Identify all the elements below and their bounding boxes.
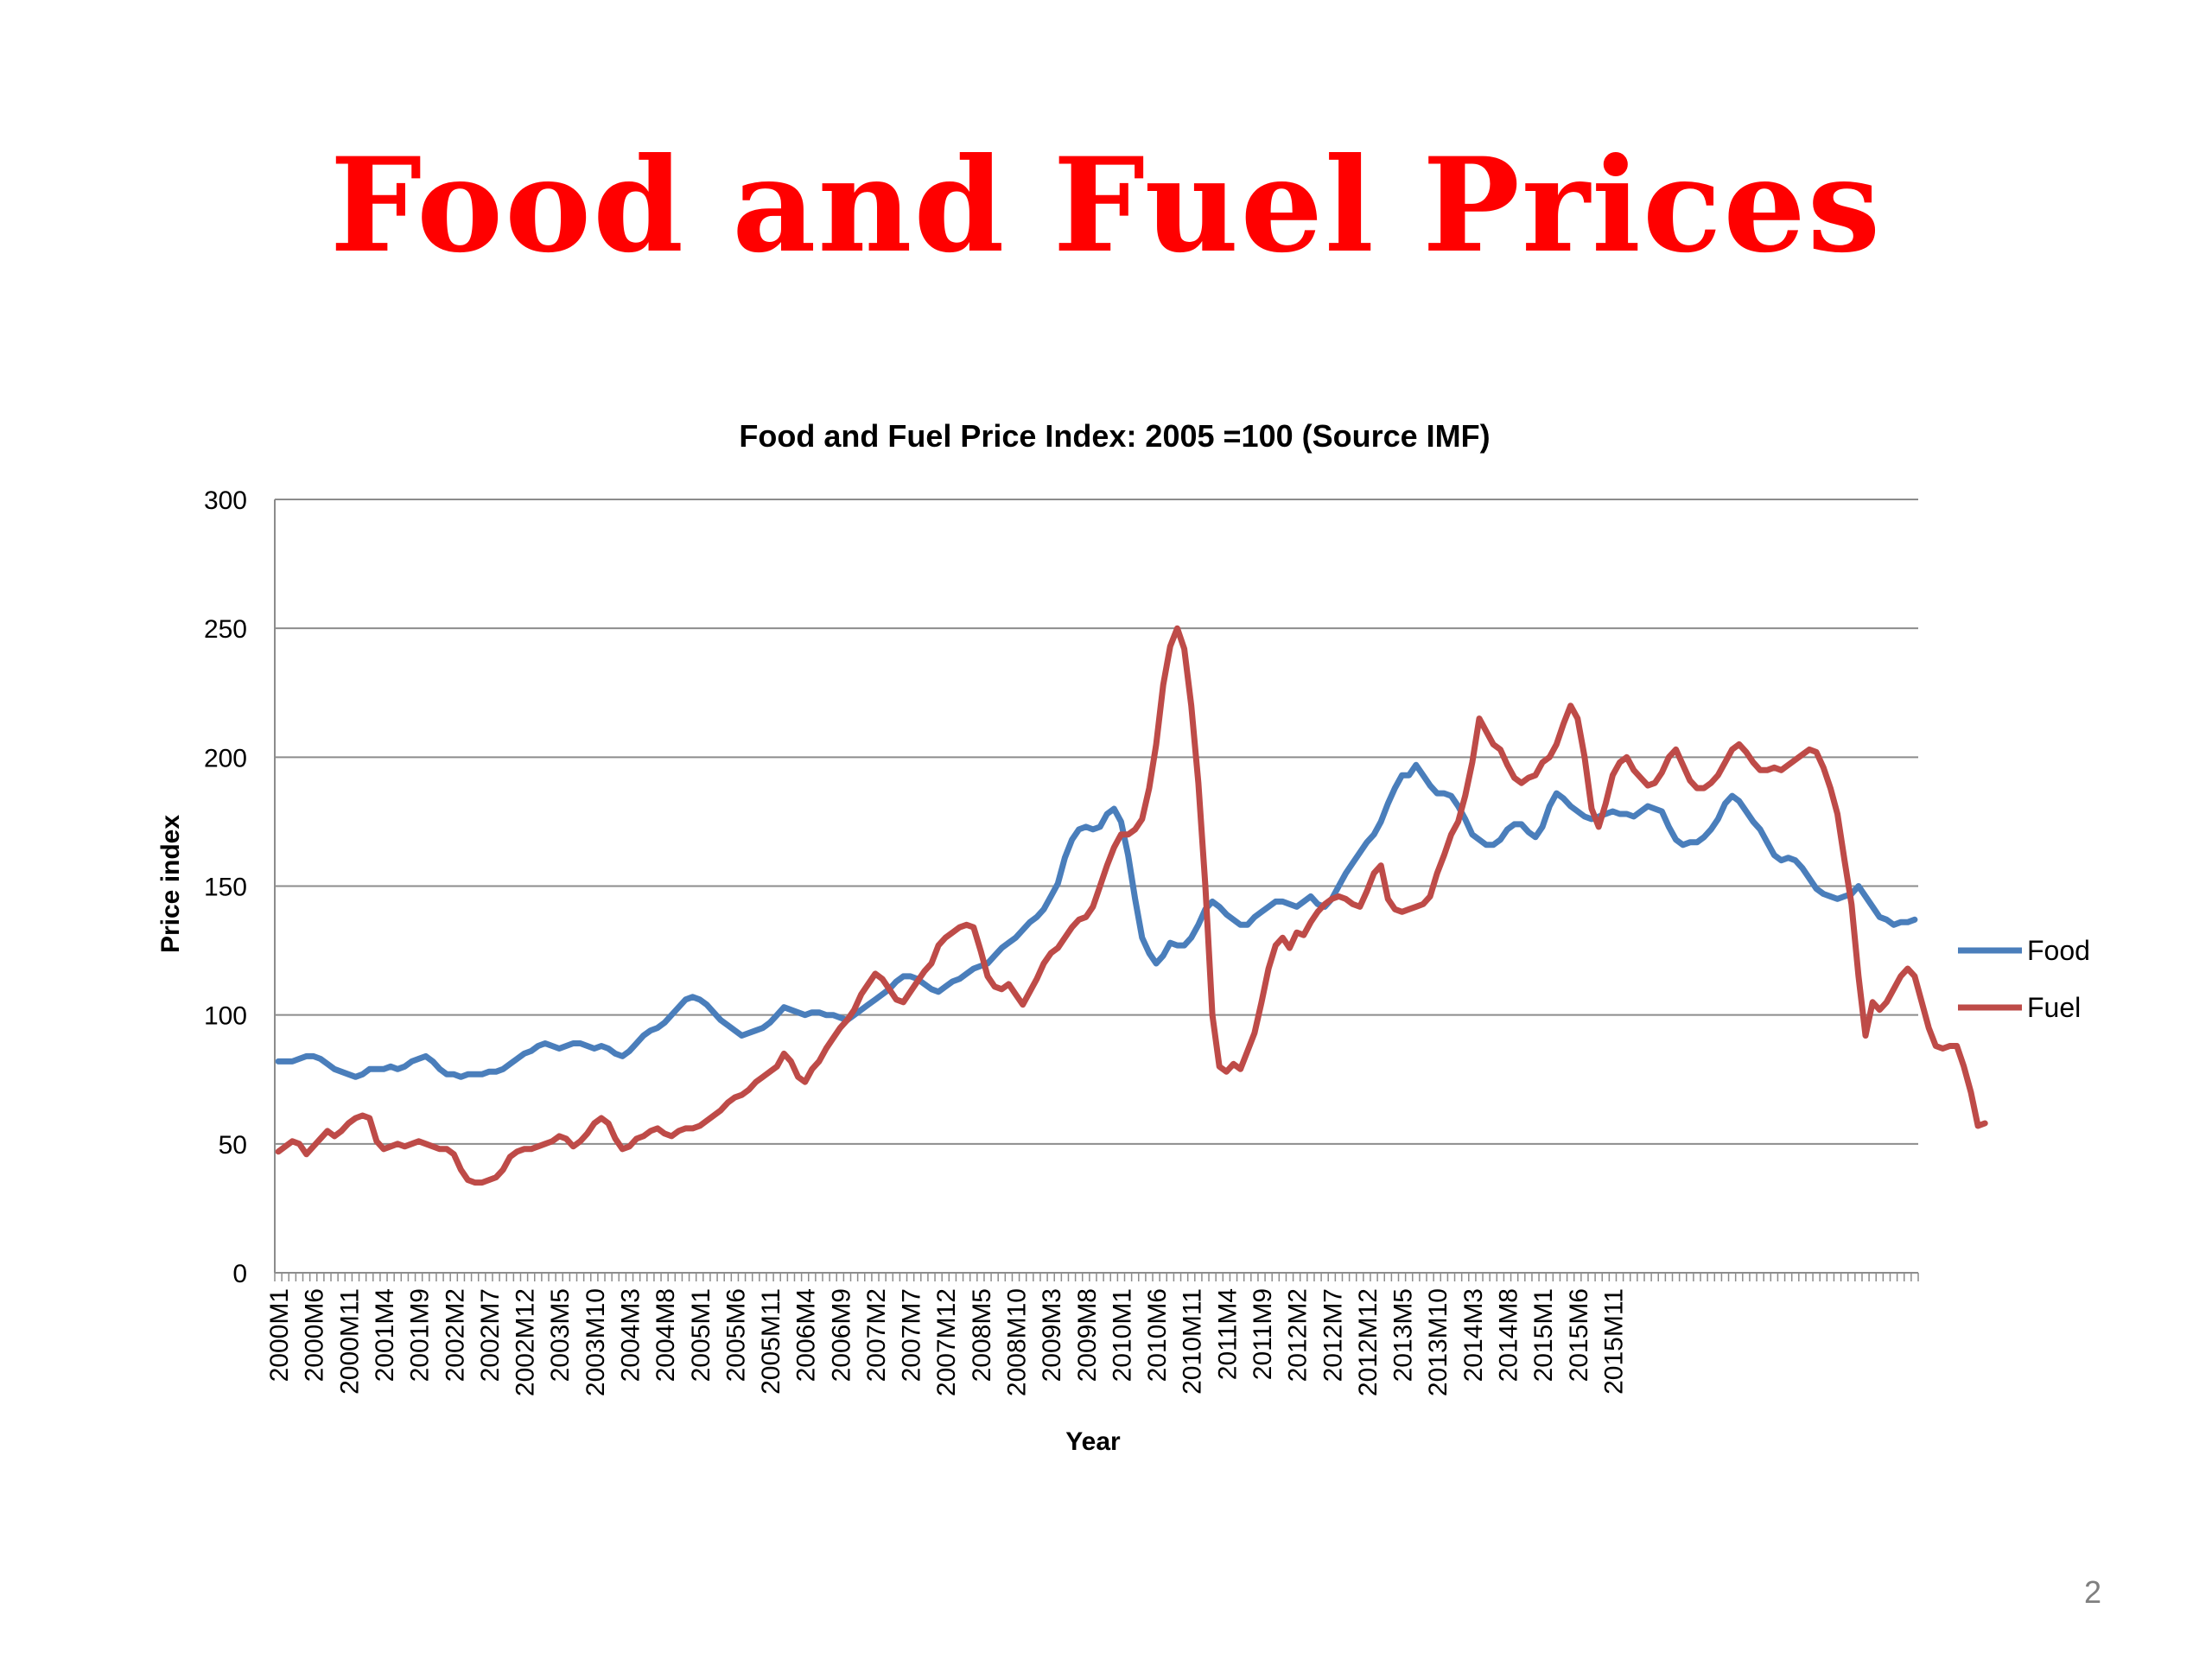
x-tick-label: 2002M7 xyxy=(476,1288,505,1382)
x-tick-label: 2010M11 xyxy=(1179,1288,1207,1395)
x-tick-label: 2015M1 xyxy=(1529,1288,1558,1382)
x-tick-label: 2008M10 xyxy=(1003,1288,1032,1396)
x-tick-label: 2005M6 xyxy=(721,1288,750,1382)
x-tick-label: 2007M2 xyxy=(862,1288,891,1382)
x-tick-label: 2012M12 xyxy=(1354,1288,1382,1396)
y-tick-label-250: 250 xyxy=(204,615,247,644)
x-tick-label: 2006M9 xyxy=(827,1288,855,1382)
page-number: 2 xyxy=(2083,1574,2101,1610)
gridlines xyxy=(275,499,1918,1145)
series-line-food xyxy=(275,761,1918,1080)
x-tick-label: 2000M6 xyxy=(301,1288,329,1382)
y-tick-label-150: 150 xyxy=(204,874,247,902)
x-tick-label: 2011M4 xyxy=(1213,1288,1242,1380)
y-axis-label: Price index xyxy=(156,815,185,953)
x-tick-label: 2001M4 xyxy=(371,1288,399,1382)
x-tick-label: 2010M1 xyxy=(1108,1288,1136,1382)
y-tick-label-100: 100 xyxy=(204,1002,247,1031)
x-tick-label: 2005M11 xyxy=(757,1288,785,1395)
x-tick-label: 2015M11 xyxy=(1599,1288,1628,1395)
y-tick-label-300: 300 xyxy=(204,486,247,515)
x-axis xyxy=(274,499,1919,1281)
x-tick-label: 2014M3 xyxy=(1459,1288,1488,1382)
x-tick-label: 2000M11 xyxy=(335,1288,364,1395)
x-tick-label: 2003M5 xyxy=(546,1288,575,1382)
legend-label-food: Food xyxy=(2027,935,2090,966)
y-tick-label-50: 50 xyxy=(219,1131,247,1160)
x-tick-label: 2012M7 xyxy=(1319,1288,1347,1382)
x-tick-label: 2007M7 xyxy=(898,1288,926,1382)
x-tick-label: 2000M1 xyxy=(265,1288,294,1382)
x-tick-label: 2014M8 xyxy=(1495,1288,1523,1382)
y-tick-label-0: 0 xyxy=(232,1260,247,1288)
x-tick-label: 2006M4 xyxy=(792,1288,821,1382)
x-axis-label: Year xyxy=(1065,1427,1121,1456)
x-tick-label: 2007M12 xyxy=(932,1288,961,1396)
x-tick-label: 2009M3 xyxy=(1038,1288,1066,1382)
x-tick-label: 2003M10 xyxy=(582,1288,610,1396)
x-tick-label: 2011M9 xyxy=(1249,1288,1277,1380)
chart-title: Food and Fuel Price Index: 2005 =100 (So… xyxy=(739,418,1490,454)
y-tick-labels: 0 50 100 150 200 250 300 xyxy=(204,486,247,1288)
x-tick-label: 2013M5 xyxy=(1389,1288,1418,1382)
x-tick-label: 2005M1 xyxy=(687,1288,715,1382)
slide-title: Food and Fuel Prices xyxy=(329,130,1883,282)
series-lines xyxy=(275,625,1988,1186)
y-tick-label-200: 200 xyxy=(204,744,247,772)
x-tick-label: 2015M6 xyxy=(1565,1288,1593,1382)
x-tick-label: 2004M3 xyxy=(616,1288,645,1382)
x-tick-label: 2002M2 xyxy=(441,1288,469,1382)
x-tick-label: 2012M2 xyxy=(1284,1288,1313,1382)
x-tick-label: 2008M5 xyxy=(968,1288,996,1382)
x-tick-label: 2009M8 xyxy=(1073,1288,1102,1382)
x-tick-label: 2002M12 xyxy=(512,1288,540,1396)
x-tick-label: 2010M6 xyxy=(1143,1288,1172,1382)
x-tick-label: 2004M8 xyxy=(652,1288,680,1382)
x-tick-labels: 2000M1 2000M6 2000M11 2001M4 2001M9 2002M2 200… xyxy=(265,1288,1628,1396)
legend-label-fuel: Fuel xyxy=(2027,992,2081,1023)
legend: Food Fuel xyxy=(1958,935,2090,1023)
series-line-fuel xyxy=(275,625,1988,1186)
x-tick-label: 2013M10 xyxy=(1424,1288,1452,1396)
x-tick-label: 2001M9 xyxy=(406,1288,435,1382)
